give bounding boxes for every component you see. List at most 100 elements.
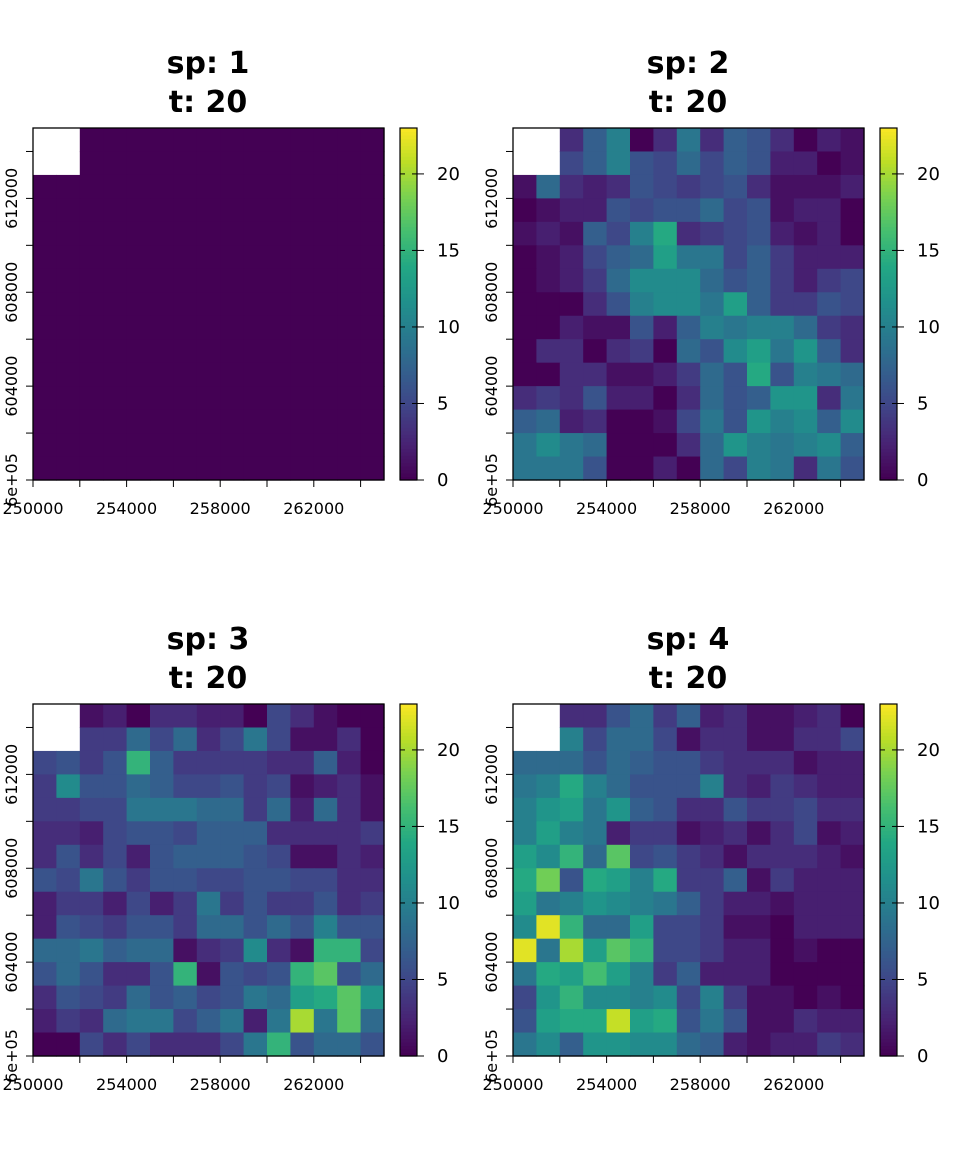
heatmap-cell [700,727,725,752]
heatmap-cell [606,433,631,458]
heatmap-cell [559,315,584,340]
colorbar-segment [880,918,897,923]
heatmap-cell [536,774,561,799]
y-tick-label: 604000 [482,356,501,417]
x-tick-label: 250000 [2,499,63,518]
heatmap-cell [126,221,151,246]
heatmap-cell [747,386,771,411]
colorbar-segment [400,311,417,316]
heatmap-cell [653,868,678,893]
heatmap-cell [700,292,725,317]
heatmap-cell [817,797,842,822]
colorbar-segment [400,767,417,772]
heatmap-cell [243,938,268,963]
colorbar-segment [880,353,897,358]
heatmap-cell [173,221,198,246]
heatmap-cell [313,844,338,869]
heatmap-cell [559,386,584,411]
colorbar-segment [880,413,897,418]
colorbar-tick-label: 10 [437,893,460,914]
panel-title-species: sp: 1 [167,46,250,81]
colorbar-segment [880,469,897,474]
colorbar-segment [880,472,897,478]
heatmap-cell [173,456,198,481]
heatmap-cell [243,362,268,387]
heatmap-cell [196,221,221,246]
heatmap-cell [126,774,151,799]
heatmap-cell [150,750,174,775]
colorbar-segment [400,760,417,765]
heatmap-cell [56,268,81,293]
heatmap-cell [360,774,385,799]
plot-frame [512,703,865,1057]
heatmap-cell [536,386,561,411]
heatmap-cell [220,339,245,364]
colorbar-segment [400,714,417,719]
heatmap-cell [513,915,537,940]
heatmap-cell [840,174,865,199]
colorbar-segment [880,304,897,309]
heatmap-cell [559,727,584,752]
heatmap-cell [360,151,385,176]
colorbar-segment [400,307,417,312]
colorbar-segment [400,244,417,249]
colorbar-segment [880,841,897,846]
heatmap-cell [723,433,748,458]
colorbar-segment [400,325,417,330]
heatmap-cell [747,315,771,340]
heatmap-cell [513,174,537,199]
heatmap-cell [723,915,748,940]
heatmap-cell [630,339,654,364]
colorbar-tick-label: 20 [437,740,460,761]
colorbar-tick-label: 15 [437,816,460,837]
heatmap-cell [513,868,537,893]
heatmap-cell [723,938,748,963]
heatmap-cell [196,962,221,987]
heatmap-cell [196,868,221,893]
heatmap-cell [150,774,174,799]
colorbar-tick-label: 5 [917,969,928,990]
colorbar-segment [880,233,897,238]
heatmap-cell [196,128,221,153]
colorbar-segment [880,1006,897,1011]
colorbar-segment [880,198,897,203]
heatmap-cell [583,704,608,729]
heatmap-cell [840,268,865,293]
heatmap-cell [559,151,584,176]
heatmap-cell [559,797,584,822]
colorbar-segment [880,936,897,941]
heatmap-cell [559,938,584,963]
heatmap-cell [313,938,338,963]
heatmap-cell [676,128,701,153]
colorbar-segment [880,869,897,874]
heatmap-cell [173,386,198,411]
heatmap-cell [290,339,315,364]
heatmap-cell [583,1032,608,1057]
heatmap-cell [747,774,771,799]
heatmap-cell [337,844,362,869]
heatmap-cell [150,339,174,364]
colorbar-segment [400,402,417,407]
heatmap-cell [747,151,771,176]
heatmap-cell [267,985,291,1010]
heatmap-cell [313,268,338,293]
heatmap-cell [243,174,268,199]
heatmap-cell [817,891,842,916]
colorbar-segment [880,753,897,758]
heatmap-cell [33,456,57,481]
heatmap-cell [653,797,678,822]
heatmap-cell [723,456,748,481]
heatmap-cell [220,245,245,270]
heatmap-cell [817,409,842,434]
colorbar-frame [399,127,418,481]
heatmap-cell [150,268,174,293]
colorbar-segment [400,784,417,790]
heatmap-cell [583,292,608,317]
colorbar-segment [400,792,417,797]
heatmap-cell [337,433,362,458]
colorbar-segment [880,462,897,467]
heatmap-cell [337,938,362,963]
heatmap-cell [196,1009,221,1034]
heatmap-cell [313,891,338,916]
colorbar-segment [880,735,897,740]
